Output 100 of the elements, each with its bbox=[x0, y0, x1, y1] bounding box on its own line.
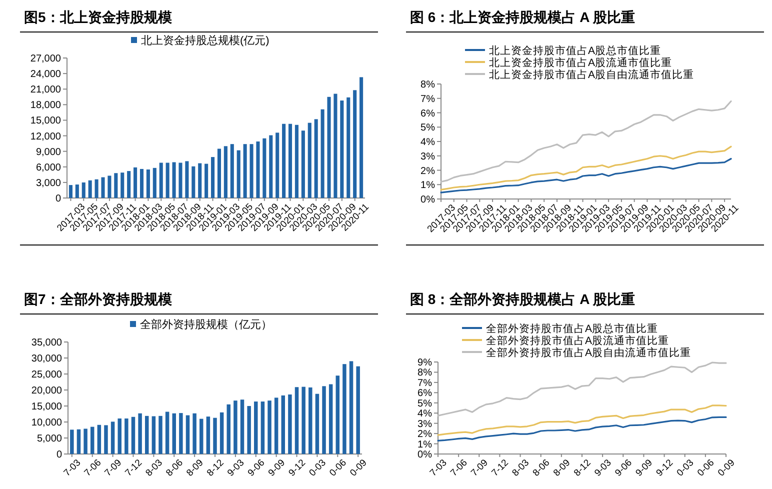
x-tick-label: 7-03 bbox=[62, 457, 84, 479]
line-series bbox=[440, 158, 732, 194]
chart-title: 图 8：全部外资持股规模占 A 股比重 bbox=[410, 291, 636, 307]
bar bbox=[94, 179, 98, 198]
bar bbox=[75, 184, 79, 198]
bar bbox=[240, 400, 244, 454]
bar bbox=[192, 413, 196, 454]
bar bbox=[152, 168, 156, 198]
bar bbox=[302, 386, 306, 454]
bar bbox=[114, 173, 118, 198]
y-tick-label: 1% bbox=[418, 439, 432, 450]
y-tick-label: 1% bbox=[420, 180, 436, 192]
y-tick-label: 5% bbox=[420, 122, 436, 134]
x-tick-label: 7-12 bbox=[123, 457, 144, 479]
bar bbox=[262, 138, 266, 198]
bar bbox=[172, 413, 176, 454]
bar bbox=[308, 387, 312, 454]
bar bbox=[281, 395, 286, 454]
bar bbox=[124, 418, 128, 454]
y-tick-label: 12,000 bbox=[30, 131, 62, 142]
bar bbox=[334, 94, 338, 198]
y-tick-label: 7% bbox=[420, 94, 436, 105]
bar bbox=[210, 157, 215, 198]
bar bbox=[320, 109, 324, 198]
x-tick-label: 7-12 bbox=[490, 457, 511, 479]
bar bbox=[224, 146, 228, 198]
bar bbox=[250, 144, 254, 198]
legend-label: 北上资金持股总规模(亿元) bbox=[141, 34, 270, 47]
bar bbox=[322, 386, 326, 454]
legend-label: 全部外资持股市值占A股流通市值比重 bbox=[486, 334, 670, 347]
bar bbox=[110, 422, 115, 454]
y-tick-label: 8% bbox=[420, 80, 436, 90]
legend-label: 全部外资持股市值占A股自由流通市值比重 bbox=[486, 346, 692, 359]
y-tick-label: 21,000 bbox=[30, 84, 62, 96]
bar bbox=[230, 144, 234, 198]
bar bbox=[254, 402, 258, 454]
bar bbox=[172, 162, 176, 198]
bar bbox=[346, 97, 350, 198]
y-tick-label: 8% bbox=[418, 368, 432, 379]
y-tick-label: 18,000 bbox=[30, 100, 62, 112]
bar bbox=[186, 415, 190, 454]
y-tick-label: 5,000 bbox=[36, 434, 62, 444]
y-tick-label: 25,000 bbox=[31, 370, 62, 380]
y-tick-label: 4% bbox=[418, 408, 432, 420]
bar bbox=[97, 424, 102, 454]
bar bbox=[84, 428, 88, 454]
bar bbox=[198, 163, 202, 198]
bar bbox=[82, 182, 86, 198]
x-tick-label: 7-09 bbox=[469, 457, 490, 479]
bar bbox=[294, 387, 299, 454]
legend-label: 北上资金持股市值占A股总市值比重 bbox=[489, 44, 662, 57]
x-tick-label: 7-06 bbox=[82, 457, 104, 479]
legend-label: 北上资金持股市值占A股自由流通市值比重 bbox=[489, 68, 694, 81]
bar bbox=[353, 90, 357, 198]
x-tick-label: 7-09 bbox=[102, 457, 124, 479]
bar bbox=[247, 406, 251, 454]
bar bbox=[276, 132, 280, 198]
bar bbox=[315, 394, 320, 454]
bar bbox=[165, 412, 170, 454]
bar bbox=[101, 177, 105, 198]
bar bbox=[226, 404, 230, 454]
y-tick-label: 10,000 bbox=[31, 418, 62, 428]
bar bbox=[213, 418, 217, 454]
y-tick-label: 9,000 bbox=[36, 146, 62, 158]
bar bbox=[120, 172, 124, 198]
bar bbox=[88, 180, 92, 198]
bar bbox=[356, 366, 360, 454]
y-tick-label: 2% bbox=[420, 166, 436, 177]
bar bbox=[336, 376, 340, 454]
y-tick-label: 27,000 bbox=[30, 54, 62, 64]
y-tick-label: 6% bbox=[420, 108, 436, 120]
bar bbox=[127, 171, 131, 198]
bar bbox=[236, 150, 240, 198]
line-series bbox=[440, 100, 732, 183]
y-tick-label: 15,000 bbox=[31, 402, 62, 412]
bar bbox=[70, 430, 74, 454]
bar bbox=[118, 418, 122, 454]
y-tick-label: 3,000 bbox=[36, 178, 62, 189]
bar bbox=[90, 426, 94, 454]
bar bbox=[288, 394, 292, 454]
y-tick-label: 4% bbox=[420, 137, 436, 148]
y-tick-label: 35,000 bbox=[31, 338, 62, 348]
y-tick-label: 0 bbox=[56, 450, 62, 460]
bar bbox=[220, 412, 224, 454]
bar bbox=[260, 402, 265, 454]
y-tick-label: 6,000 bbox=[36, 162, 62, 174]
y-tick-label: 9% bbox=[418, 358, 432, 368]
bar bbox=[301, 130, 305, 198]
bar bbox=[234, 400, 238, 454]
y-tick-label: 15,000 bbox=[30, 116, 62, 127]
line-series bbox=[437, 404, 727, 436]
bar bbox=[158, 416, 162, 454]
y-tick-label: 24,000 bbox=[30, 69, 62, 80]
y-tick-label: 0% bbox=[420, 194, 436, 206]
bar bbox=[349, 361, 354, 454]
bar bbox=[327, 96, 331, 198]
bar bbox=[140, 168, 144, 198]
chart-title: 图 6：北上资金持股规模占 A 股比重 bbox=[410, 9, 636, 25]
y-tick-label: 0 bbox=[55, 194, 62, 204]
bar bbox=[166, 162, 170, 198]
